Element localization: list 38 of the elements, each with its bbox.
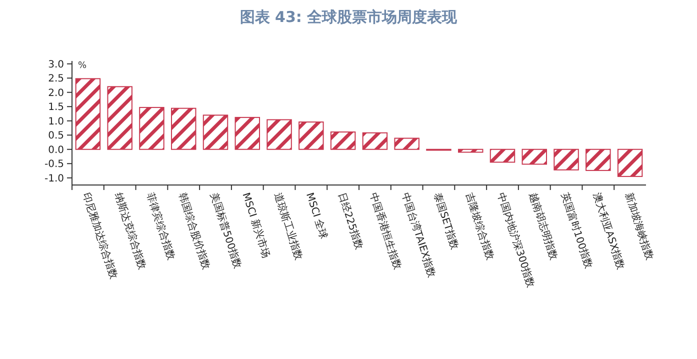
bar [75,78,101,150]
x-tick-label: 中国香港恒生指数 [367,191,404,272]
x-tick-label: 日经225指数 [335,191,366,252]
bar [170,108,196,150]
x-tick-label: 吉隆坡综合指数 [462,191,496,262]
bar [266,119,292,150]
y-tick-label: -0.5 [44,159,64,170]
chart-title: 图表 43: 全球股票市场周度表现 [240,8,458,26]
bar [202,114,228,150]
bar [234,116,260,150]
x-tick-label: 菲律宾综合指数 [144,191,178,262]
bar [298,122,324,150]
x-tick-label: 道琼斯工业指数 [272,191,305,262]
bar [554,148,579,170]
y-tick-label: 2.0 [48,88,64,99]
x-tick-label: 新加坡海峡指数 [622,191,656,262]
y-tick-label: 1.5 [48,102,64,114]
y-tick-label: 0.0 [48,144,64,156]
bar [617,148,643,177]
x-tick-label: MSCI 全球 [304,191,330,241]
y-tick-label: 3.0 [48,59,64,70]
x-tick-label: 越南胡志明指数 [526,191,560,262]
bar [330,131,356,150]
bar [458,148,484,153]
bar [586,148,611,171]
y-tick-label: -1.0 [44,173,64,184]
bar [107,86,132,150]
y-tick-label: 0.5 [48,130,64,142]
bar [362,132,388,150]
y-axis-title: % [78,60,87,71]
bar [490,148,516,163]
x-tick-label: 泰国SET指数 [431,191,461,251]
y-tick-label: 1.0 [48,116,64,128]
y-tick-label: 2.5 [48,74,64,85]
bar [139,106,164,150]
bar [522,148,548,165]
x-tick-label: MSCI 新兴市场 [240,191,272,260]
bar [394,138,420,150]
